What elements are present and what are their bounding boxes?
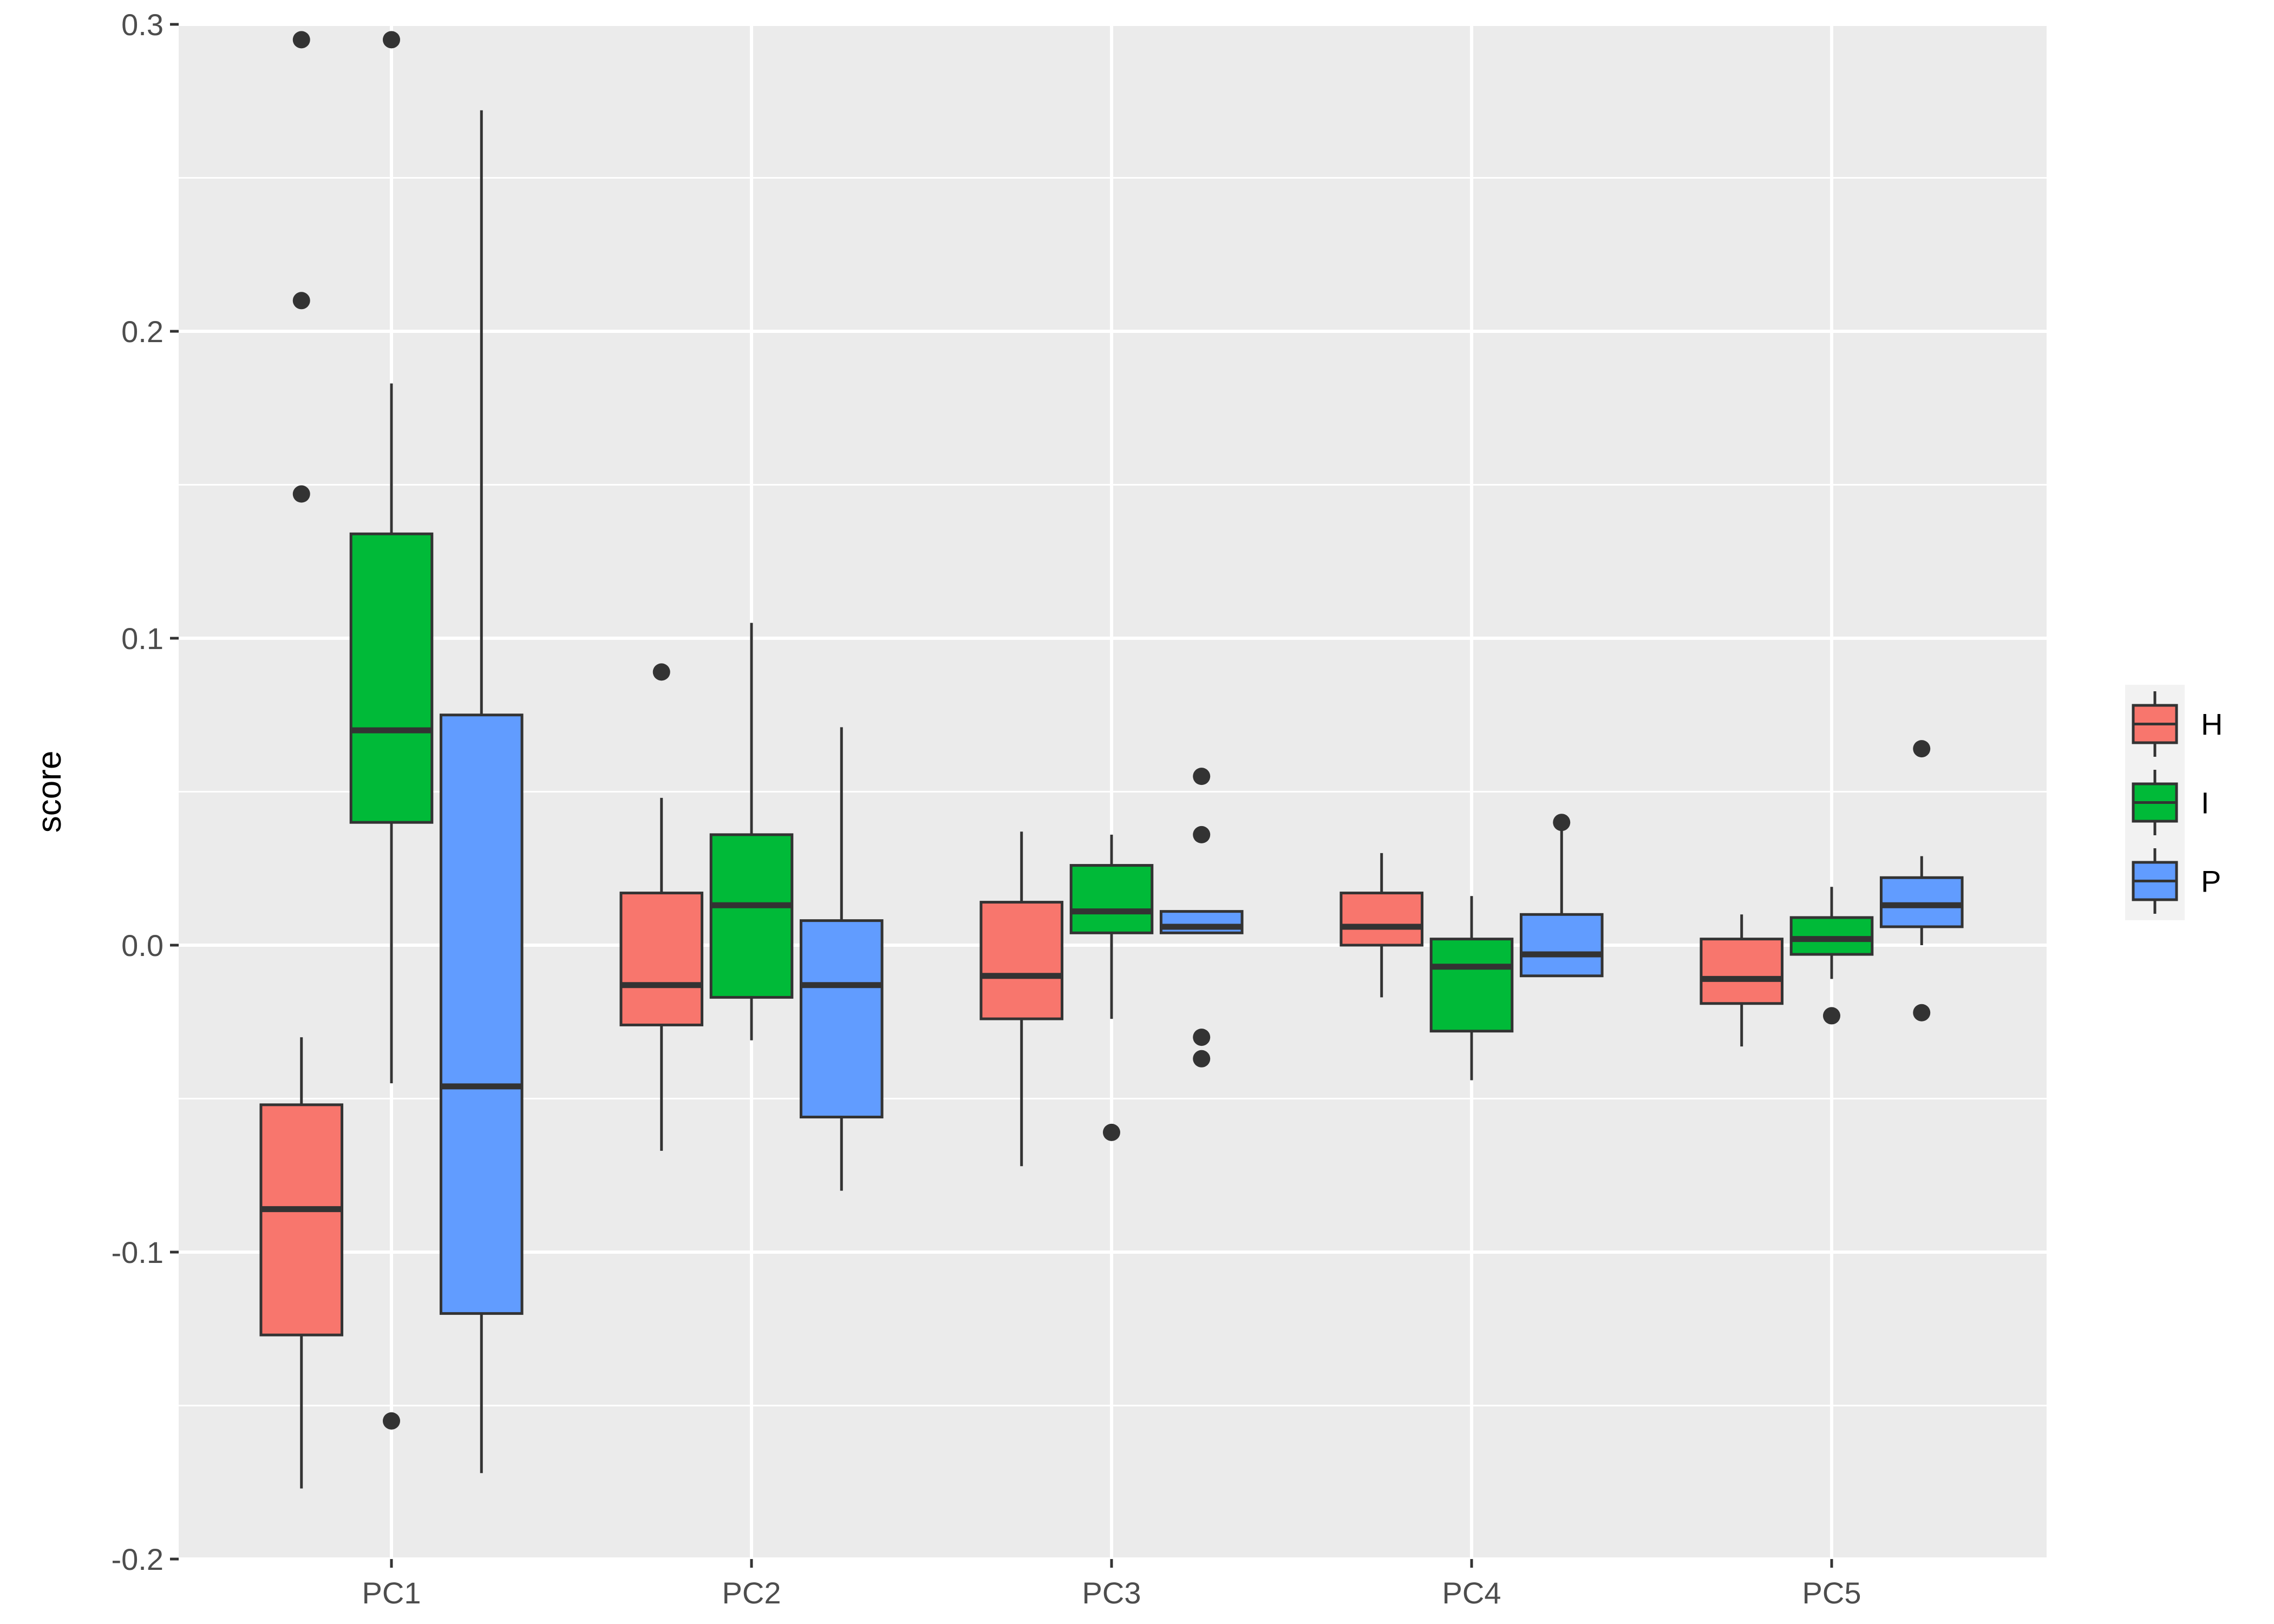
box-H-PC2	[619, 663, 704, 1151]
x-tick-label: PC5	[1802, 1576, 1861, 1610]
x-tick-label: PC3	[1082, 1576, 1141, 1610]
outlier-point	[1913, 1004, 1931, 1021]
box-iqr	[1339, 892, 1424, 947]
box-I-PC1	[349, 31, 434, 1430]
box-P-PC4	[1519, 814, 1604, 978]
box-P-PC5	[1879, 740, 1964, 1021]
outlier-point	[383, 1412, 400, 1430]
y-tick-label: -0.1	[112, 1235, 164, 1269]
box-iqr	[1429, 938, 1514, 1033]
outlier-point	[1193, 768, 1211, 785]
box-iqr	[709, 833, 794, 999]
box-I-PC2	[709, 623, 794, 1040]
box-iqr	[799, 919, 884, 1119]
outlier-point	[1913, 740, 1931, 758]
x-tick-label: PC1	[362, 1576, 421, 1610]
y-tick-label: -0.2	[112, 1542, 164, 1576]
box-H-PC5	[1700, 914, 1784, 1047]
outlier-point	[1193, 1029, 1211, 1046]
box-H-PC3	[979, 831, 1064, 1167]
outlier-point	[292, 292, 310, 310]
outlier-point	[383, 31, 400, 49]
legend-label: P	[2201, 865, 2221, 899]
outlier-point	[1193, 1050, 1211, 1068]
box-P-PC1	[439, 110, 524, 1474]
outlier-point	[1193, 826, 1211, 843]
boxes-layer	[259, 31, 1964, 1489]
box-iqr	[1519, 913, 1604, 978]
outlier-point	[652, 663, 670, 681]
legend-label: H	[2201, 708, 2223, 742]
legend: H I P	[2125, 685, 2223, 920]
box-I-PC5	[1789, 887, 1874, 1025]
legend-label: I	[2201, 786, 2210, 820]
box-I-PC3	[1069, 834, 1154, 1141]
y-tick-label: 0.2	[121, 315, 164, 349]
legend-key-I	[2132, 770, 2178, 835]
x-tick-label: PC2	[722, 1576, 781, 1610]
box-iqr	[1069, 864, 1154, 934]
outlier-point	[1823, 1007, 1840, 1025]
axes-layer: -0.2 -0.1 0.0 0.1 0.2 0.3 PC1 PC2 PC3 PC4 PC5	[112, 8, 1861, 1610]
box-iqr	[1789, 916, 1874, 956]
y-tick-label: 0.1	[121, 621, 164, 656]
box-iqr	[439, 713, 524, 1315]
y-tick-label: 0.3	[121, 8, 164, 42]
box-I-PC4	[1429, 896, 1514, 1081]
legend-key-P	[2132, 848, 2178, 914]
box-P-PC2	[799, 727, 884, 1191]
outlier-point	[1553, 814, 1571, 831]
box-iqr	[619, 892, 704, 1026]
box-iqr	[1700, 938, 1784, 1005]
box-iqr	[349, 532, 434, 824]
outlier-point	[292, 485, 310, 503]
outlier-point	[292, 31, 310, 49]
box-iqr	[259, 1103, 344, 1337]
box-P-PC3	[1159, 768, 1244, 1068]
box-iqr	[979, 901, 1064, 1020]
legend-key-H	[2132, 691, 2178, 757]
y-tick-label: 0.0	[121, 928, 164, 962]
box-H-PC1	[259, 31, 344, 1489]
box-iqr	[1879, 876, 1964, 928]
y-axis-label: score	[31, 751, 68, 833]
outlier-point	[1103, 1123, 1120, 1141]
x-tick-label: PC4	[1442, 1576, 1501, 1610]
box-H-PC4	[1339, 853, 1424, 998]
